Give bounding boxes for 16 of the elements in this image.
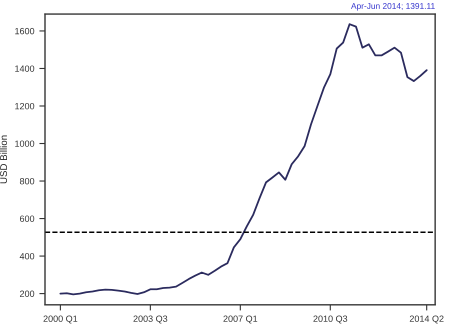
y-tick-label: 200	[20, 290, 34, 297]
y-tick-label: 1000	[15, 140, 34, 147]
y-tick-label: 400	[20, 253, 34, 260]
x-tick-label: 2010 Q3	[313, 316, 348, 324]
line-series	[59, 23, 428, 296]
y-tick-label: 1200	[15, 102, 34, 110]
y-axis-title: USD Billion	[0, 136, 8, 184]
y-tick-label: 1400	[15, 65, 34, 72]
text: Apr-Jun 2014; 1391.11	[351, 3, 435, 11]
y-tick-label: 1600	[15, 28, 34, 34]
x-tick-label: 2007 Q1	[223, 316, 258, 324]
y-tick-label: 600	[20, 216, 34, 222]
x-tick-label: 2000 Q1	[44, 316, 78, 324]
x-tick-label: 2003 Q3	[133, 316, 168, 324]
x-tick-label: 2014 Q2	[410, 316, 444, 324]
y-tick-label: 800	[20, 178, 34, 184]
